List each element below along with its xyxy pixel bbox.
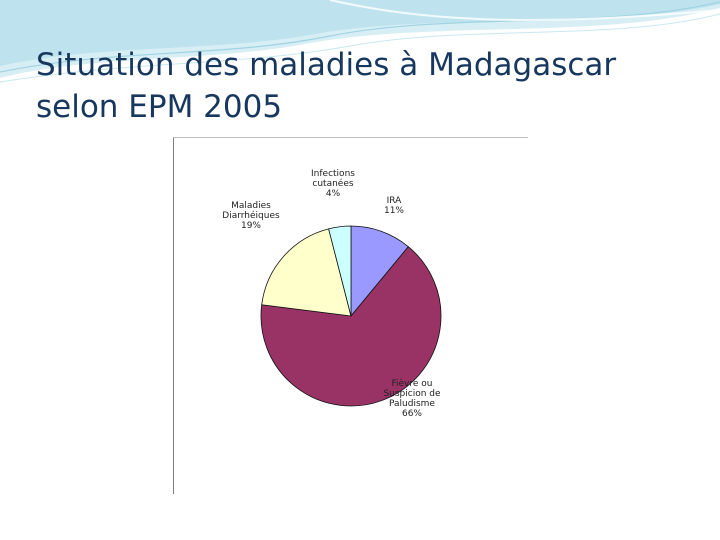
pie-slice-1	[260, 246, 442, 407]
pie-slice-3	[328, 225, 352, 317]
slice-percent: 19%	[241, 221, 261, 231]
pie-slice-2	[261, 228, 352, 317]
pie-chart: IRA 11% Fièvre ou Suspicion de Paludisme 66% M…	[173, 137, 528, 494]
slice-label-line: Fièvre ou	[392, 378, 433, 389]
slice-label-2: Maladies Diarrhéiques 19%	[222, 201, 280, 231]
slice-percent: 4%	[326, 189, 341, 199]
slice-label-3: Infections cutanées 4%	[311, 169, 355, 199]
slice-label-0: IRA 11%	[384, 196, 404, 216]
slide-title-line-2: selon EPM 2005	[36, 89, 283, 125]
slide-title: Situation des maladies à Madagascar selo…	[36, 44, 696, 128]
header-wave-decoration	[0, 0, 720, 83]
slice-percent: 11%	[384, 206, 404, 216]
slice-label-1: Fièvre ou Suspicion de Paludisme 66%	[383, 378, 441, 419]
pie-chart-svg: IRA 11% Fièvre ou Suspicion de Paludisme 66% M…	[222, 169, 442, 419]
slice-label-line: Diarrhéiques	[222, 210, 280, 221]
slice-label-line: Infections	[311, 169, 355, 179]
slice-label-line: Paludisme	[389, 399, 435, 409]
slice-label-line: cutanées	[312, 178, 353, 189]
slice-label-line: IRA	[387, 196, 403, 206]
slide-title-line-1: Situation des maladies à Madagascar	[36, 47, 617, 83]
slice-label-line: Suspicion de	[383, 389, 441, 399]
slice-label-line: Maladies	[231, 201, 271, 211]
slice-percent: 66%	[402, 409, 422, 419]
